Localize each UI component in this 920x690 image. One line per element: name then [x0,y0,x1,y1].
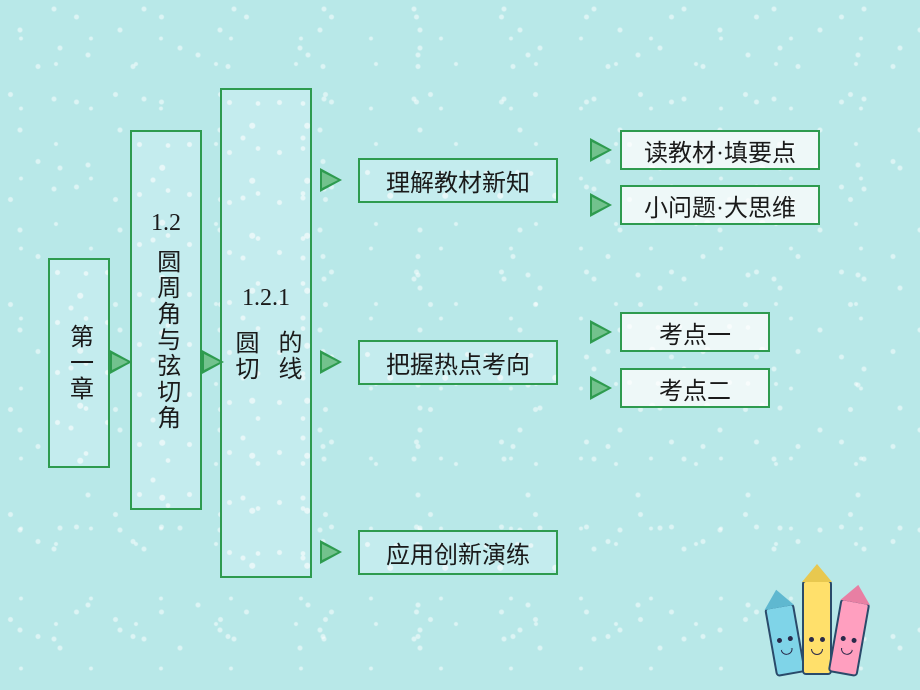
mid-box-2: 应用创新演练 [358,530,558,575]
subsection-box: 1.2.1圆切的线 [220,88,312,578]
subsection-1-2-1: 1.2.1圆切的线 [227,285,305,382]
arrow-icon [320,168,342,192]
leaf-box-3: 考点二 [620,368,770,408]
mid-label: 把握热点考向 [386,345,530,380]
pencil-icon [802,580,832,675]
chapter-label: 第一章 [62,324,97,402]
leaf-box-1: 小问题·大思维 [620,185,820,225]
leaf-label: 小问题·大思维 [644,188,796,223]
leaf-box-0: 读教材·填要点 [620,130,820,170]
leaf-box-2: 考点一 [620,312,770,352]
section-box: 1.2圆周角与弦切角 [130,130,202,510]
mid-box-0: 理解教材新知 [358,158,558,203]
arrow-icon [202,350,224,374]
arrow-icon [320,540,342,564]
leaf-label: 考点一 [659,315,731,350]
arrow-icon [590,193,612,217]
arrow-icon [590,320,612,344]
leaf-label: 考点二 [659,371,731,406]
arrow-icon [590,138,612,162]
arrow-icon [320,350,342,374]
mid-label: 理解教材新知 [386,163,530,198]
arrow-icon [590,376,612,400]
pencils-decoration [770,565,890,675]
leaf-label: 读教材·填要点 [644,133,796,168]
pencil-icon [828,598,871,677]
section-1-2: 1.2圆周角与弦切角 [151,209,181,432]
chapter-box: 第一章 [48,258,110,468]
pencil-icon [764,603,806,677]
mid-label: 应用创新演练 [386,535,530,570]
arrow-icon [110,350,132,374]
mid-box-1: 把握热点考向 [358,340,558,385]
